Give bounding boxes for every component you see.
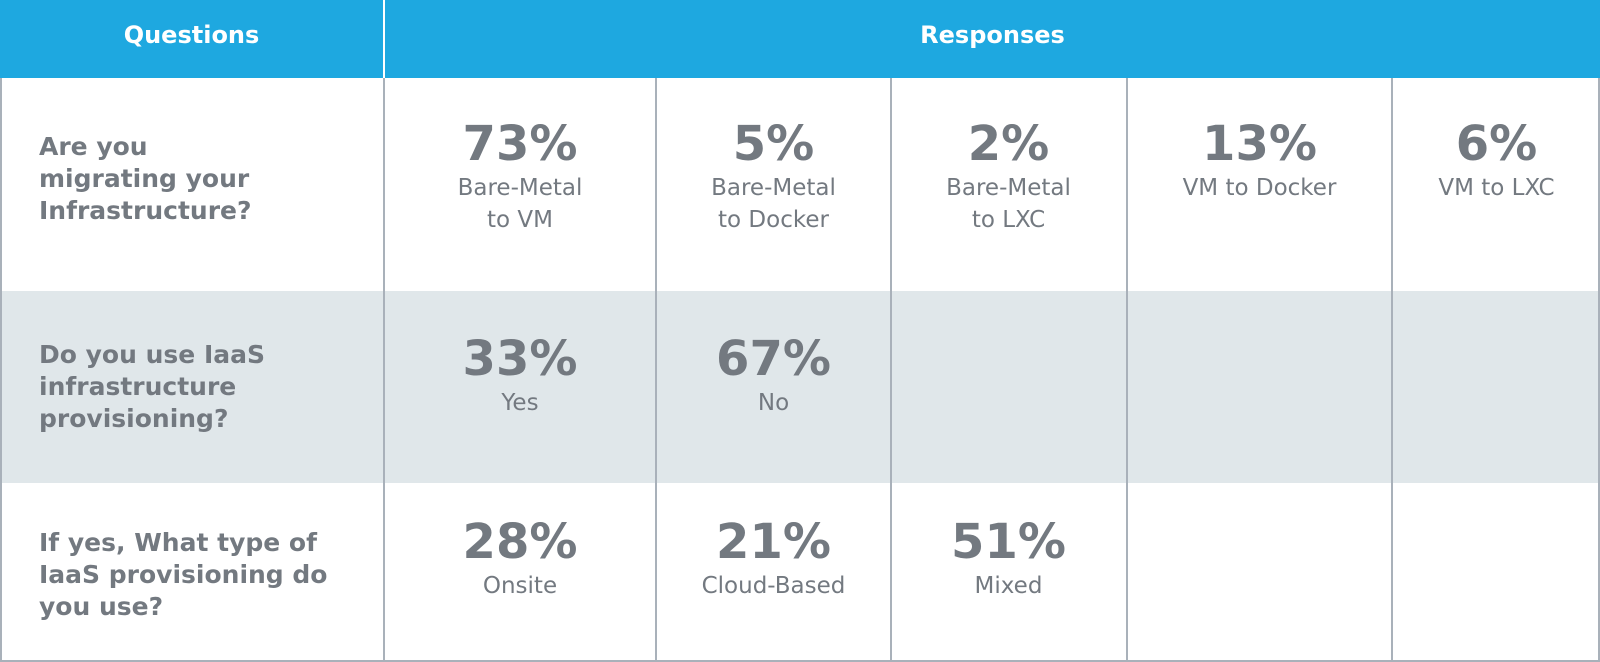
column-divider	[1391, 78, 1393, 662]
response-label: VM to Docker	[1182, 175, 1337, 201]
header-responses: Responses	[920, 21, 1065, 49]
response-label: Yes	[501, 390, 539, 416]
response-percent: 2%	[967, 116, 1050, 172]
table-row: Do you use IaaS infrastructure provision…	[0, 291, 1600, 483]
response-label: Bare-Metal to VM	[457, 175, 583, 233]
table-border-right	[1598, 78, 1600, 662]
response-cell: 2% Bare-Metal to LXC	[892, 78, 1125, 236]
response-cell: 67% No	[657, 291, 890, 419]
question-iaas-type: If yes, What type of IaaS provisioning d…	[39, 528, 328, 621]
response-label: Mixed	[974, 573, 1043, 599]
question-migration: Are you migrating your Infrastructure?	[39, 132, 252, 225]
response-percent: 13%	[1202, 116, 1317, 172]
response-percent: 33%	[462, 331, 578, 387]
response-cell: 73% Bare-Metal to VM	[385, 78, 655, 236]
column-divider	[890, 78, 892, 662]
column-divider	[1126, 78, 1128, 662]
table-border-left	[0, 78, 2, 662]
column-divider	[383, 78, 385, 662]
response-label: VM to LXC	[1438, 175, 1555, 201]
column-divider	[655, 78, 657, 662]
question-iaas-use: Do you use IaaS infrastructure provision…	[39, 340, 265, 433]
response-percent: 21%	[716, 514, 831, 570]
header-questions: Questions	[123, 21, 260, 49]
table-row: Are you migrating your Infrastructure? 7…	[0, 78, 1600, 291]
response-cell: 51% Mixed	[892, 483, 1125, 602]
response-cell: 33% Yes	[385, 291, 655, 419]
table-header: Questions Responses	[0, 0, 1600, 78]
response-cell: 5% Bare-Metal to Docker	[657, 78, 890, 236]
response-percent: 28%	[462, 514, 578, 570]
header-divider	[383, 0, 385, 78]
response-cell: 6% VM to LXC	[1393, 78, 1600, 204]
response-percent: 5%	[732, 116, 815, 172]
table-row: If yes, What type of IaaS provisioning d…	[0, 483, 1600, 662]
table-border-bottom	[0, 660, 1600, 662]
response-cell: 21% Cloud-Based	[657, 483, 890, 602]
response-percent: 6%	[1455, 116, 1538, 172]
response-label: No	[757, 390, 790, 416]
response-percent: 51%	[951, 514, 1066, 570]
response-cell: 13% VM to Docker	[1128, 78, 1391, 204]
response-percent: 67%	[716, 331, 831, 387]
response-label: Bare-Metal to LXC	[946, 175, 1071, 233]
response-label: Onsite	[482, 573, 558, 599]
response-cell: 28% Onsite	[385, 483, 655, 602]
response-percent: 73%	[462, 116, 578, 172]
response-label: Bare-Metal to Docker	[711, 175, 836, 233]
response-label: Cloud-Based	[701, 573, 846, 599]
